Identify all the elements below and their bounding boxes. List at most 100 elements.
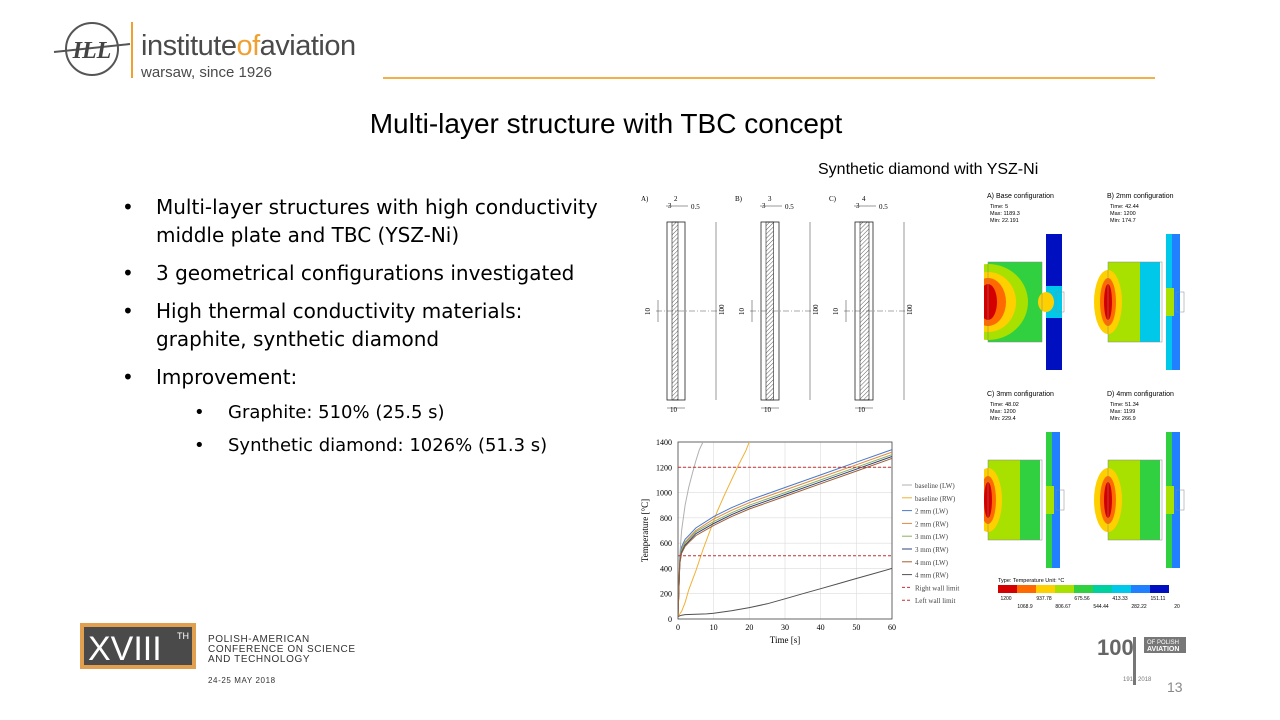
centenary-line2: AVIATION (1147, 646, 1179, 653)
institute-logo-emblem: ILL (52, 18, 132, 80)
gas-domain-outline (1107, 261, 1163, 343)
fem-max: Max: 1200 (990, 409, 1016, 415)
dimension-label: 10 (858, 406, 866, 414)
dimension-label: 4 (862, 195, 866, 203)
fem-max: Max: 1200 (1110, 211, 1136, 217)
plot-frame (677, 441, 893, 620)
fem-max: Max: 1199 (1110, 409, 1135, 415)
legend-value: 937.78 (1036, 596, 1052, 602)
logo-name-part1: institute (141, 30, 237, 62)
y-tick-label: 600 (660, 539, 672, 548)
x-tick-label: 0 (676, 623, 680, 632)
x-tick-label: 20 (745, 623, 753, 632)
legend-color (1112, 585, 1131, 593)
fem-min: Min: 266.9 (1110, 416, 1136, 422)
y-tick-label: 1400 (656, 438, 672, 447)
dimension-label: 2 (674, 195, 678, 203)
plate-contour (1046, 486, 1054, 514)
x-tick-label: 10 (710, 623, 718, 632)
dimension-label: 0.5 (691, 203, 700, 211)
fem-time: Time: 5 (990, 204, 1008, 210)
fem-temperature-plots: A) Base configuration Time: 5 Max: 1189.3 M… (948, 186, 1196, 618)
panel-label: B) (735, 195, 743, 203)
conference-edition-logo: XVIII TH (80, 623, 196, 669)
panel-label: C) (829, 195, 837, 203)
legend-value: 806.67 (1055, 604, 1071, 610)
bullet-item: Improvement: (122, 363, 602, 391)
legend-value: 544.44 (1093, 604, 1109, 610)
page-number: 13 (1167, 679, 1183, 695)
x-tick-label: 60 (888, 623, 896, 632)
logo-initials: ILL (72, 38, 112, 64)
edition-number: XVIII (88, 630, 162, 668)
legend-label: baseline (RW) (915, 495, 956, 503)
x-tick-label: 50 (852, 623, 860, 632)
legend-value: 151.11 (1151, 596, 1166, 602)
institute-name: instituteofaviation (141, 30, 356, 63)
figure-caption: Synthetic diamond with YSZ-Ni (818, 161, 1039, 178)
y-tick-label: 1000 (656, 489, 672, 498)
centenary-years: 1918 2018 (1123, 677, 1152, 683)
fem-panel-title: B) 2mm configuration (1107, 193, 1174, 200)
slide-title: Multi-layer structure with TBC concept (0, 108, 1212, 140)
dimension-label: 100 (906, 304, 914, 315)
temperature-legend: Type: Temperature Unit: °C 1200 937.78 675.… (998, 578, 1180, 610)
series-line (678, 442, 704, 617)
fem-time: Time: 42.44 (1110, 204, 1139, 210)
series-line (678, 457, 892, 617)
fem-min: Min: 229.4 (990, 416, 1016, 422)
series-line (678, 456, 892, 617)
bullet-list: Multi-layer structures with high conduct… (122, 193, 602, 467)
y-axis-label: Temperature [°C] (640, 499, 650, 562)
y-tick-label: 1200 (656, 463, 672, 472)
x-axis-label: Time [s] (770, 635, 800, 645)
legend-value: 413.33 (1112, 596, 1128, 602)
logo-divider (131, 22, 133, 78)
probe-outline (1175, 291, 1185, 313)
conference-name-line: POLISH-AMERICAN (208, 634, 310, 645)
legend-color (1074, 585, 1093, 593)
probe-outline (1055, 291, 1065, 313)
series-line (678, 567, 892, 617)
dimension-label: 10 (832, 308, 840, 316)
y-tick-label: 0 (668, 615, 672, 624)
conference-name-line: CONFERENCE ON SCIENCE (208, 644, 356, 655)
probe-outline (1175, 489, 1185, 511)
legend-value: 675.56 (1074, 596, 1090, 602)
fem-panel-title: C) 3mm configuration (987, 391, 1054, 398)
centenary-logo: 100 OF POLISH AVIATION 1918 2018 (1097, 631, 1187, 689)
y-tick-label: 400 (660, 564, 672, 573)
dimension-label: 0.5 (785, 203, 794, 211)
plate-contour (1166, 486, 1174, 514)
dimension-label: 10 (764, 406, 772, 414)
fem-panel-title: D) 4mm configuration (1107, 391, 1174, 398)
institute-subtitle: warsaw, since 1926 (141, 64, 272, 81)
edition-suffix: TH (177, 631, 189, 641)
temperature-chart: 0 10 20 30 40 50 60 0 200 400 600 800 1000 1200 1400 Ti… (636, 432, 976, 654)
legend-color (1150, 585, 1169, 593)
fem-min: Min: 174.7 (1110, 218, 1136, 224)
x-tick-label: 40 (817, 623, 825, 632)
centenary-line1: OF POLISH (1147, 640, 1179, 646)
legend-label: 2 mm (RW) (915, 520, 949, 528)
legend-value: 1068.9 (1017, 604, 1033, 610)
series-line (678, 449, 892, 617)
legend-label: Left wall limit (915, 597, 955, 605)
legend-color (1093, 585, 1112, 593)
plate-contour (1166, 288, 1174, 316)
y-tick-label: 800 (660, 514, 672, 523)
dimension-label: 100 (812, 304, 820, 315)
gas-domain-outline (987, 459, 1043, 541)
sub-bullet-item: Synthetic diamond: 1026% (51.3 s) (122, 434, 602, 458)
conference-date: 24-25 MAY 2018 (208, 676, 276, 685)
dimension-label: 3 (768, 195, 772, 203)
conference-name: POLISH-AMERICAN CONFERENCE ON SCIENCE AN… (208, 635, 388, 665)
dimension-label: 10 (738, 308, 746, 316)
fem-panel-title: A) Base configuration (987, 193, 1054, 200)
